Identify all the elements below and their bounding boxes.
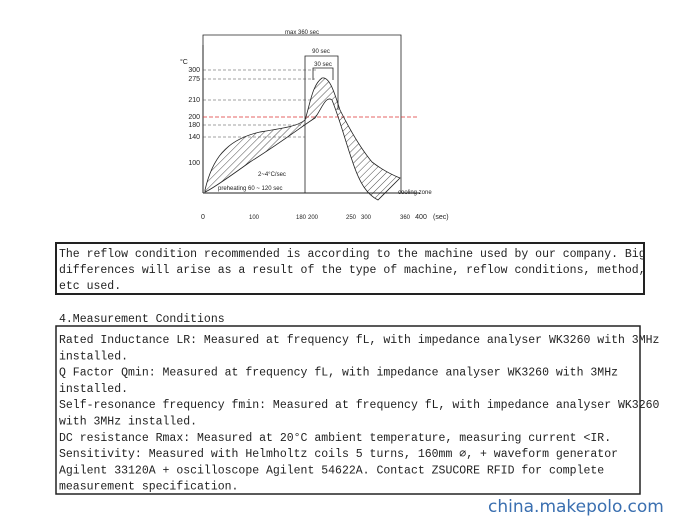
p30-label: 30 sec	[314, 62, 332, 68]
rate-label: 2~4°C/sec	[258, 172, 286, 178]
section-title: 4.Measurement Conditions	[59, 313, 225, 326]
x-label: 300	[361, 215, 372, 221]
y-label: 100	[188, 160, 200, 167]
condition-line: Agilent 33120A + oscilloscope Agilent 54…	[59, 464, 604, 477]
x-unit: (sec)	[433, 214, 449, 221]
x-label: 180	[296, 215, 307, 221]
x-label: 250	[346, 215, 357, 221]
max-label: max 360 sec	[285, 30, 319, 36]
notice-line: differences will arise as a result of th…	[59, 264, 646, 277]
y-label: 140	[188, 134, 200, 141]
notice-line: etc used.	[59, 280, 121, 293]
p90-label: 90 sec	[312, 49, 330, 55]
notice-line: The reflow condition recommended is acco…	[59, 248, 646, 261]
x-label: 100	[249, 215, 260, 221]
condition-line: measurement specification.	[59, 481, 238, 494]
conditions-box	[55, 325, 641, 495]
x-label: 400	[415, 214, 427, 221]
condition-line: Rated Inductance LR: Measured at frequen…	[59, 334, 659, 347]
profile-band	[204, 77, 401, 201]
condition-line: Sensitivity: Measured with Helmholtz coi…	[59, 448, 618, 461]
x-label: 200	[308, 215, 319, 221]
max-bracket	[202, 34, 402, 193]
watermark: china.makepolo.com	[488, 497, 664, 517]
condition-line: with 3MHz installed.	[59, 416, 197, 429]
condition-line: DC resistance Rmax: Measured at 20°C amb…	[59, 432, 611, 445]
y-label: 300	[188, 67, 200, 74]
y-label: 275	[188, 76, 200, 83]
x-label: 360	[400, 215, 411, 221]
condition-line: installed.	[59, 350, 128, 363]
notice-box	[55, 242, 645, 295]
condition-line: installed.	[59, 383, 128, 396]
y-unit: °C	[180, 58, 188, 66]
y-label: 180	[188, 122, 200, 129]
y-label: 200	[188, 114, 200, 121]
y-label: 210	[188, 97, 200, 104]
x-label: 0	[201, 214, 205, 221]
cooling-label: cooling zone	[398, 190, 432, 196]
preheat-label: preheating 60 ~ 120 sec	[218, 186, 283, 192]
bracket-30	[312, 67, 334, 80]
condition-line: Self-resonance frequency fmin: Measured …	[59, 399, 659, 412]
condition-line: Q Factor Qmin: Measured at frequency fL,…	[59, 367, 618, 380]
reflow-diagram: max 360 sec 90 sec 30 sec °C 300 275 210 20…	[180, 30, 449, 221]
